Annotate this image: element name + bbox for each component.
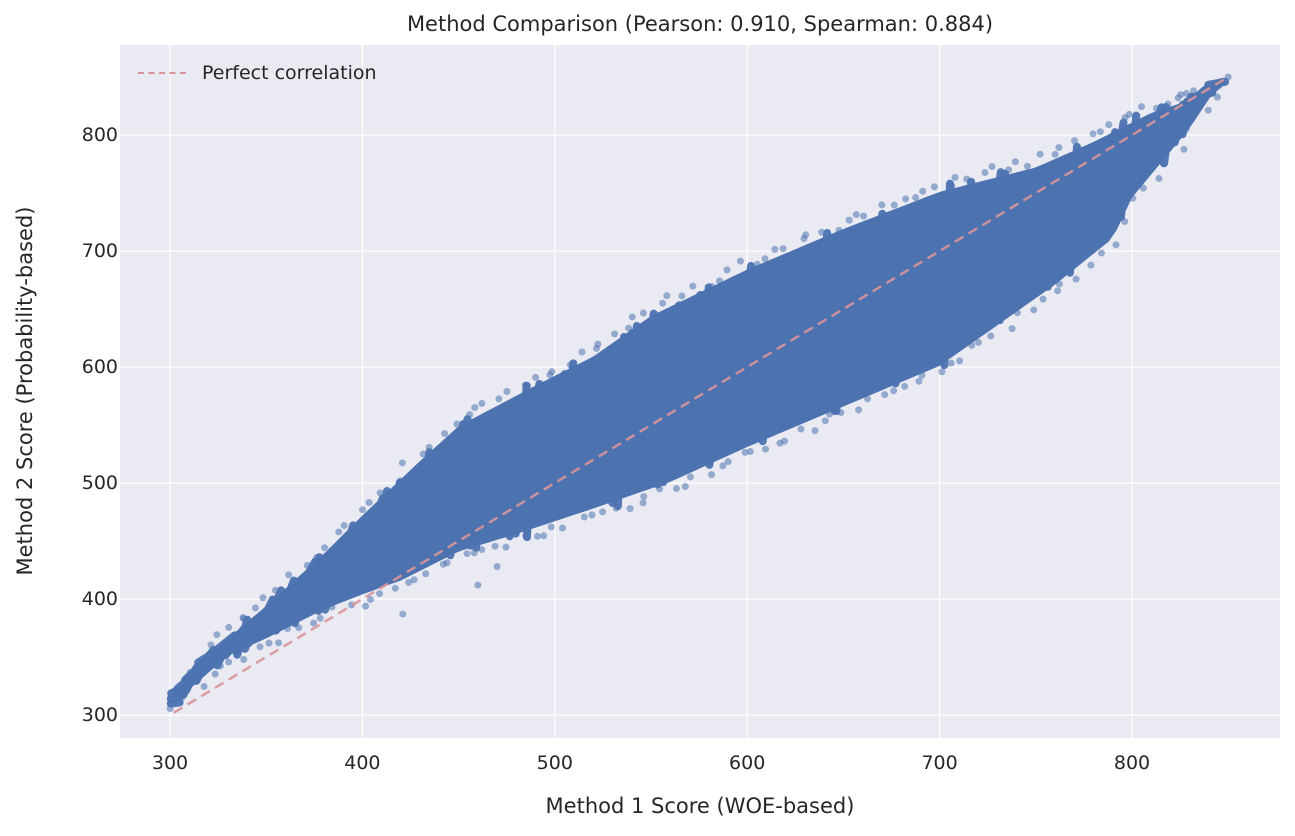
legend-label: Perfect correlation (202, 62, 377, 84)
dashed-line-icon (138, 72, 186, 74)
y-tick-label: 500 (81, 472, 118, 494)
y-tick-label: 700 (81, 240, 118, 262)
y-tick-label: 300 (81, 704, 118, 726)
x-tick-label: 300 (151, 752, 189, 774)
perfect-correlation-line (173, 75, 1229, 714)
x-tick-label: 400 (344, 752, 381, 774)
legend: Perfect correlation (138, 62, 377, 84)
x-tick-label: 800 (1113, 752, 1151, 774)
chart-title: Method Comparison (Pearson: 0.910, Spear… (406, 12, 994, 36)
y-tick-label: 400 (81, 588, 118, 610)
y-tick-label: 800 (81, 124, 118, 146)
x-axis-label: Method 1 Score (WOE-based) (545, 794, 855, 818)
x-tick-label: 500 (536, 752, 573, 774)
x-tick-label: 600 (729, 752, 766, 774)
scatter-points (166, 73, 1232, 712)
x-tick-label: 700 (921, 752, 958, 774)
y-tick-label: 600 (81, 356, 118, 378)
